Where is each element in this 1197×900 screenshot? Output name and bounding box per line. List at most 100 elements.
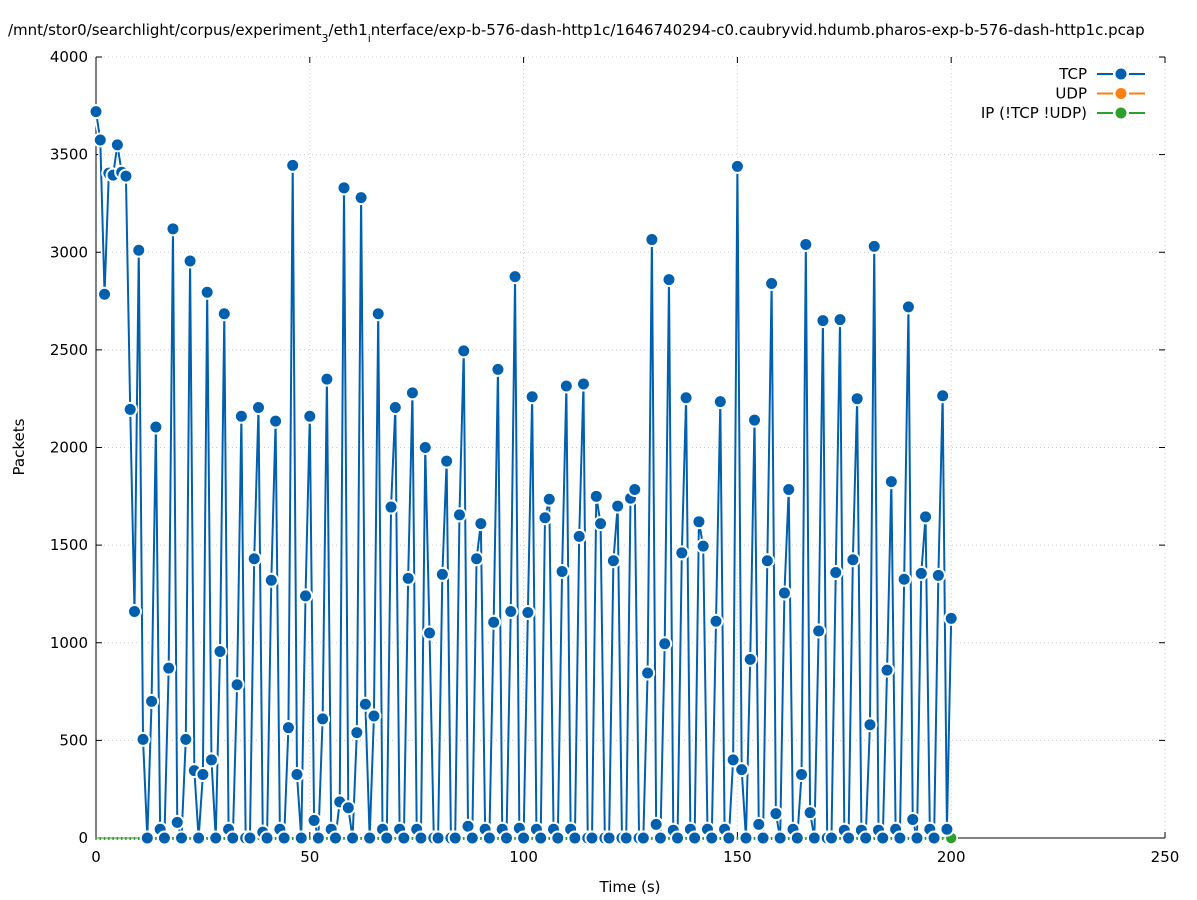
tcp-point xyxy=(434,566,450,582)
tcp-point xyxy=(246,551,262,567)
tcp-point xyxy=(759,553,775,569)
tcp-point xyxy=(575,376,591,392)
tcp-point xyxy=(298,588,314,604)
tcp-point xyxy=(473,516,489,532)
title-part: 3 xyxy=(322,32,329,45)
tcp-point xyxy=(97,286,113,302)
tcp-point xyxy=(879,662,895,678)
tcp-point xyxy=(229,677,245,693)
tcp-point xyxy=(276,830,292,846)
tcp-point xyxy=(541,491,557,507)
tcp-point xyxy=(464,830,480,846)
tcp-point xyxy=(627,481,643,497)
tcp-point xyxy=(88,104,104,120)
tcp-point xyxy=(605,553,621,569)
tcp-point xyxy=(396,830,412,846)
tcp-point xyxy=(909,830,925,846)
x-tick-label: 0 xyxy=(91,848,101,866)
tcp-point xyxy=(447,830,463,846)
tcp-point xyxy=(691,514,707,530)
tcp-point xyxy=(233,408,249,424)
tcp-point xyxy=(156,830,172,846)
tcp-point xyxy=(584,830,600,846)
title-part: /mnt/stor0/searchlight/corpus/experiment xyxy=(8,21,322,39)
legend-label: UDP xyxy=(1055,85,1087,103)
tcp-point xyxy=(280,720,296,736)
legend-marker xyxy=(1115,88,1127,99)
tcp-point xyxy=(862,717,878,733)
tcp-point xyxy=(139,830,155,846)
legend-label: IP (!TCP !UDP) xyxy=(981,104,1087,122)
tcp-point xyxy=(422,625,438,641)
tcp-point xyxy=(366,708,382,724)
tcp-point xyxy=(918,509,934,525)
x-axis-label: Time (s) xyxy=(599,878,661,896)
tcp-point xyxy=(734,762,750,778)
tcp-line-halo xyxy=(93,111,954,841)
tcp-point xyxy=(203,752,219,768)
tcp-point xyxy=(490,361,506,377)
y-tick-label: 1500 xyxy=(50,536,88,554)
tcp-point xyxy=(832,312,848,328)
tcp-point xyxy=(772,830,788,846)
tcp-point xyxy=(806,830,822,846)
tcp-point xyxy=(430,830,446,846)
tcp-point xyxy=(657,636,673,652)
tcp-point xyxy=(516,830,532,846)
tcp-point xyxy=(635,830,651,846)
tcp-point xyxy=(845,552,861,568)
tcp-point xyxy=(588,488,604,504)
tcp-point xyxy=(593,516,609,532)
tcp-point xyxy=(259,830,275,846)
tcp-point xyxy=(939,821,955,837)
tcp-point xyxy=(370,306,386,322)
chart-title: /mnt/stor0/searchlight/corpus/experiment… xyxy=(8,21,1145,45)
tcp-point xyxy=(122,401,138,417)
tcp-point xyxy=(704,830,720,846)
y-tick-label: 2000 xyxy=(50,439,88,457)
tcp-point xyxy=(456,343,472,359)
tcp-point xyxy=(776,585,792,601)
tcp-point xyxy=(400,570,416,586)
tcp-point xyxy=(943,610,959,626)
legend-marker xyxy=(1115,68,1127,80)
tcp-point xyxy=(212,644,228,660)
tcp-point xyxy=(165,221,181,237)
tcp-point xyxy=(571,528,587,544)
tcp-point xyxy=(729,158,745,174)
tcp-point xyxy=(92,132,108,148)
title-part: nterface/exp-b-576-dash-http1c/164674029… xyxy=(371,21,1145,39)
tcp-point xyxy=(678,390,694,406)
tcp-point xyxy=(289,767,305,783)
series-tcp xyxy=(88,104,959,846)
tcp-point xyxy=(520,604,536,620)
tcp-point xyxy=(148,419,164,435)
tcp-point xyxy=(896,571,912,587)
legend-label: TCP xyxy=(1058,65,1087,83)
tcp-point xyxy=(721,830,737,846)
tcp-point xyxy=(811,623,827,639)
tcp-point xyxy=(913,565,929,581)
tcp-point xyxy=(302,408,318,424)
tcp-point xyxy=(601,830,617,846)
tcp-point xyxy=(883,474,899,490)
tcp-point xyxy=(674,545,690,561)
tcp-point xyxy=(379,830,395,846)
tcp-point xyxy=(357,696,373,712)
tcp-point xyxy=(345,830,361,846)
tcp-point xyxy=(537,510,553,526)
x-tick-label: 50 xyxy=(300,848,319,866)
tcp-point xyxy=(263,572,279,588)
tcp-point xyxy=(789,830,805,846)
tcp-point xyxy=(310,830,326,846)
tcp-point xyxy=(712,394,728,410)
tcp-point xyxy=(849,391,865,407)
tcp-point xyxy=(178,731,194,747)
tcp-point xyxy=(135,731,151,747)
tcp-point xyxy=(768,806,784,822)
tcp-point xyxy=(225,830,241,846)
tcp-point xyxy=(126,604,142,620)
tcp-point xyxy=(507,269,523,285)
tcp-point xyxy=(349,725,365,741)
